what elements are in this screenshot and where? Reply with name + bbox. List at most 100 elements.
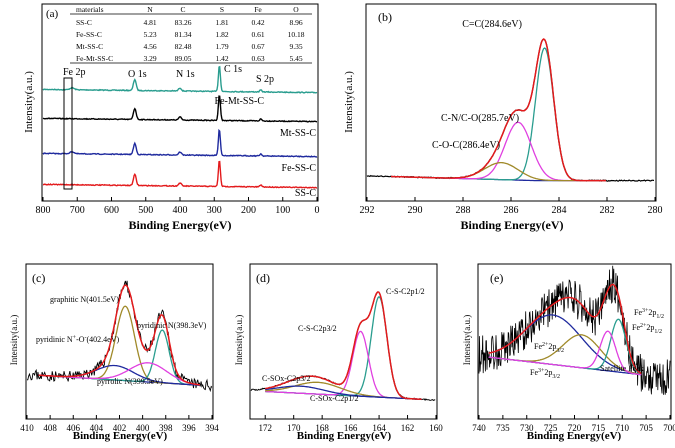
annotation-fe2-2p32: Fe2+2p3/2 [534,342,564,354]
fit-envelope [391,38,606,182]
x-tick-label: 172 [258,423,272,433]
table-cell: 82.48 [175,42,192,51]
x-tick-label: 500 [138,205,153,216]
fit-component [265,385,422,400]
y-axis-title: Intensity(a.u.) [234,315,244,365]
survey-trace-fe-mt-ss-c [42,65,318,94]
annotation-fe3-2p12: Fe3+2p1/2 [634,308,664,320]
panel-d-label: (d) [256,271,270,285]
y-axis-title: Intensity(a.u.) [343,71,355,133]
x-tick-label: 170 [287,423,301,433]
annotation-c-n-c-o: C-N/C-O(285.7eV) [441,113,519,124]
x-tick-label: 292 [360,205,375,216]
x-tick-label: 408 [43,423,57,433]
annotation-c-o-c: C-O-C(286.4eV) [432,140,500,151]
survey-trace-mt-ss-c [42,95,317,123]
fit-component [488,330,642,376]
annotation-c-eq-c: C=C(284.6eV) [462,19,522,30]
panel-b-label: (b) [378,10,392,24]
table-cell: 4.56 [143,42,156,51]
peak-label-fe2p: Fe 2p [63,67,86,78]
table-cell: 1.79 [215,42,228,51]
c1s-spectrum [366,38,654,182]
table-cell: 10.18 [288,30,305,39]
survey-trace-ss-c [42,160,318,189]
series-label-fe-mt-ss-c: Fe-Mt-SS-C [215,96,265,107]
y-axis-title: Intensity(a.u.) [23,71,35,133]
x-tick-label: 735 [496,423,510,433]
table-cell: 1.82 [215,30,228,39]
x-tick-label: 720 [568,423,582,433]
panel-d-frame [249,263,438,420]
fit-component [391,121,606,182]
x-tick-label: 290 [408,205,423,216]
fit-envelope [488,283,642,375]
x-tick-label: 0 [315,205,320,216]
panel-c: (c) graphitic N(401.5eV) pyridinic N(398… [9,263,219,442]
peak-label-s2p: S 2p [256,74,274,85]
annotation-pyridinic-n-oxide: pyridinic N+-O-(402.4eV) [36,335,120,344]
annotation-fe2-2p12: Fe2+2p1/2 [632,323,662,335]
annotation-pyridinic-n: pyridinic N(398.3eV) [137,321,207,330]
x-tick-label: 166 [344,423,358,433]
table-cell: 83.26 [175,18,192,27]
raw-spectrum [250,291,436,401]
table-cell: Fe-Mt-SS-C [76,54,113,63]
panel-a-label: (a) [46,8,59,20]
annotation-c-sox-c2p12: C-SOx-C2p1/2 [310,394,358,403]
fe2p-spectrum [478,265,671,395]
x-tick-label: 406 [67,423,81,433]
x-tick-label: 725 [544,423,558,433]
survey-traces [42,65,318,189]
x-tick-label: 398 [159,423,173,433]
panel-c-label: (c) [32,271,45,285]
peak-label-n1s: N 1s [176,69,195,80]
x-tick-label: 715 [592,423,606,433]
table-header: O [293,5,299,14]
y-axis-title: Intensity(a.u.) [9,315,19,365]
x-tick-label: 396 [182,423,196,433]
table-header: N [147,5,153,14]
peak-label-o1s: O 1s [128,69,147,80]
s2p-spectrum [250,291,436,401]
fe2p-highlight-box [63,77,73,190]
x-tick-label: 162 [401,423,415,433]
x-axis-ticks: 800 700 600 500 400 300 200 100 0 [36,197,320,216]
x-tick-label: 740 [472,423,486,433]
x-tick-label: 700 [663,423,675,433]
x-axis-ticks: 172 170 168 166 164 162 160 [258,415,443,433]
table-cell: 4.81 [143,18,156,27]
table-cell: 8.96 [289,18,302,27]
table-cell: 0.61 [251,30,264,39]
x-axis-title: Binding Energy(eV) [128,218,231,232]
x-axis-ticks: 740 735 730 725 720 715 710 705 700 [472,415,675,433]
panel-d: (d) C-S-C2p1/2 C-S-C2p3/2 C-SOx-C2p3/2 C… [234,263,443,442]
table-cell: 0.67 [251,42,264,51]
x-tick-label: 300 [207,205,222,216]
table-header: materials [76,5,104,14]
x-tick-label: 100 [275,205,290,216]
x-axis-ticks: 292 290 288 286 284 282 280 [360,197,663,216]
peak-label-c1s: C 1s [224,64,242,75]
panel-a: (a) materials N C S Fe O SS-C 4.81 83.26 1.81 0.42… [23,3,320,232]
panel-e-label: (e) [490,271,503,285]
raw-spectrum [366,38,654,182]
x-axis-title: Binding Energy(eV) [527,430,622,442]
x-tick-label: 164 [372,423,386,433]
fit-envelope [38,284,201,386]
y-axis-title: Intensity(a.u.) [462,315,472,365]
x-tick-label: 705 [639,423,653,433]
table-cell: 3.29 [143,54,156,63]
x-tick-label: 160 [429,423,443,433]
panel-b: (b) C=C(284.6eV) C-N/C-O(285.7eV) C-O-C(… [343,3,663,232]
survey-trace-fe-ss-c [42,128,318,158]
series-label-ss-c: SS-C [295,188,316,199]
survey-peak-labels: Fe 2p O 1s N 1s C 1s S 2p [63,64,274,85]
table-cell: 5.45 [289,54,302,63]
x-axis-ticks: 410 408 406 404 402 400 398 396 394 [20,415,219,433]
series-label-fe-ss-c: Fe-SS-C [282,163,317,174]
x-tick-label: 394 [205,423,219,433]
x-tick-label: 168 [315,423,329,433]
raw-spectrum [478,265,671,395]
